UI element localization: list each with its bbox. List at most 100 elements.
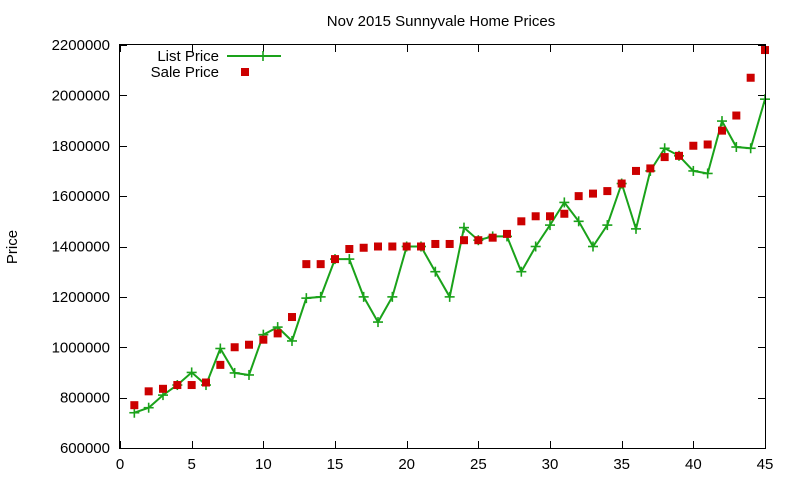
plot-area (129, 46, 770, 418)
list-price-point (573, 216, 584, 227)
x-tick-label: 25 (470, 456, 487, 473)
sale-price-point (302, 260, 311, 269)
legend: List Price Sale Price (151, 48, 281, 81)
list-price-point (301, 293, 312, 304)
sale-price-point (359, 243, 368, 252)
list-price-point (659, 143, 670, 154)
sale-price-point (288, 313, 296, 322)
sale-price-point (460, 236, 468, 245)
list-price-point (358, 291, 369, 302)
list-price-point (229, 367, 240, 378)
list-price-point (315, 291, 326, 302)
x-tick-label: 40 (685, 456, 702, 473)
list-price-point (702, 168, 713, 179)
list-price-point (631, 223, 641, 234)
legend-swatch-sale-price (241, 68, 249, 76)
sale-price-point (216, 360, 225, 369)
x-tick-label: 45 (757, 456, 774, 473)
y-tick-label: 2200000 (52, 37, 110, 54)
list-price-point (143, 402, 154, 413)
sale-price-point (445, 239, 454, 248)
list-price-point (717, 116, 727, 127)
sale-price-point (646, 164, 655, 173)
sale-price-point (431, 239, 440, 248)
x-tick-label: 30 (542, 456, 559, 473)
legend-marker-list-price (258, 51, 268, 61)
list-price-point (287, 335, 297, 346)
chart-title: Nov 2015 Sunnyvale Home Prices (327, 13, 555, 30)
plot-border (119, 44, 766, 449)
sale-price-point (230, 343, 239, 352)
legend-label-sale-price: Sale Price (151, 64, 219, 81)
y-tick-label: 1800000 (52, 138, 110, 155)
y-tick-label: 600000 (60, 440, 110, 457)
y-tick-label: 1600000 (52, 188, 110, 205)
sale-price-point (374, 242, 382, 251)
sale-price-point (488, 233, 497, 242)
legend-swatch-list-price (227, 51, 281, 61)
sale-price-point (517, 217, 526, 226)
sale-price-point (546, 212, 554, 221)
y-tick-label: 1400000 (52, 239, 110, 256)
sale-price-point (173, 381, 182, 390)
legend-label-list-price: List Price (157, 48, 219, 65)
sale-price-point (316, 260, 325, 269)
sale-price-point (503, 229, 511, 238)
sale-price-point (187, 381, 196, 390)
list-price-point (731, 142, 742, 153)
sale-price-point (388, 242, 397, 251)
list-price-point (373, 317, 383, 328)
sale-price-point (574, 192, 583, 201)
list-price-point (602, 220, 613, 231)
sale-price-point (617, 179, 626, 188)
sale-price-point (331, 255, 339, 264)
y-tick-label: 800000 (60, 390, 110, 407)
list-price-point (344, 254, 355, 265)
list-price-point (516, 266, 527, 277)
x-tick-label: 15 (327, 456, 344, 473)
sale-price-point (703, 140, 712, 149)
list-price-point (559, 197, 570, 208)
sale-price-point (202, 378, 210, 387)
sale-price-point (746, 73, 755, 82)
y-tick-label: 1000000 (52, 339, 110, 356)
sale-price-point (259, 335, 268, 344)
list-price-point (745, 143, 756, 154)
sale-price-point (732, 111, 741, 120)
y-tick-label: 2000000 (52, 87, 110, 104)
list-price-point (430, 266, 441, 277)
list-price-point (244, 369, 254, 380)
sale-price-point (603, 187, 612, 196)
sale-price-point (531, 212, 540, 221)
list-price-point (129, 407, 140, 418)
x-tick-label: 10 (255, 456, 272, 473)
list-price-point (530, 241, 541, 252)
y-tick-label: 1200000 (52, 289, 110, 306)
list-price-point (459, 222, 469, 233)
sale-price-point (474, 236, 483, 245)
x-tick-label: 0 (116, 456, 124, 473)
sale-price-point (417, 242, 425, 251)
tick-labels: 0 5 10 15 20 25 30 35 40 45 600000 800000 1000000 120… (52, 37, 774, 473)
sale-price-point (245, 340, 253, 349)
sale-price-point (130, 401, 139, 410)
x-tick-label: 5 (187, 456, 195, 473)
sale-price-point (159, 384, 167, 393)
sale-price-point (589, 189, 597, 198)
list-price-point (545, 220, 555, 231)
sale-price-point (660, 153, 669, 162)
sale-price-point (273, 329, 282, 338)
x-tick-label: 35 (613, 456, 630, 473)
list-price-point (588, 241, 598, 252)
sale-price-point (718, 126, 726, 135)
list-price-point (186, 367, 197, 378)
list-price-point (215, 343, 226, 354)
x-tick-label: 20 (398, 456, 415, 473)
legend-marker-sale-price (241, 68, 249, 76)
y-axis-label: Price (4, 230, 21, 264)
sale-price-point (632, 166, 640, 175)
sale-price-point (560, 209, 569, 218)
sale-price-point (402, 242, 411, 251)
list-price-point (444, 291, 455, 302)
